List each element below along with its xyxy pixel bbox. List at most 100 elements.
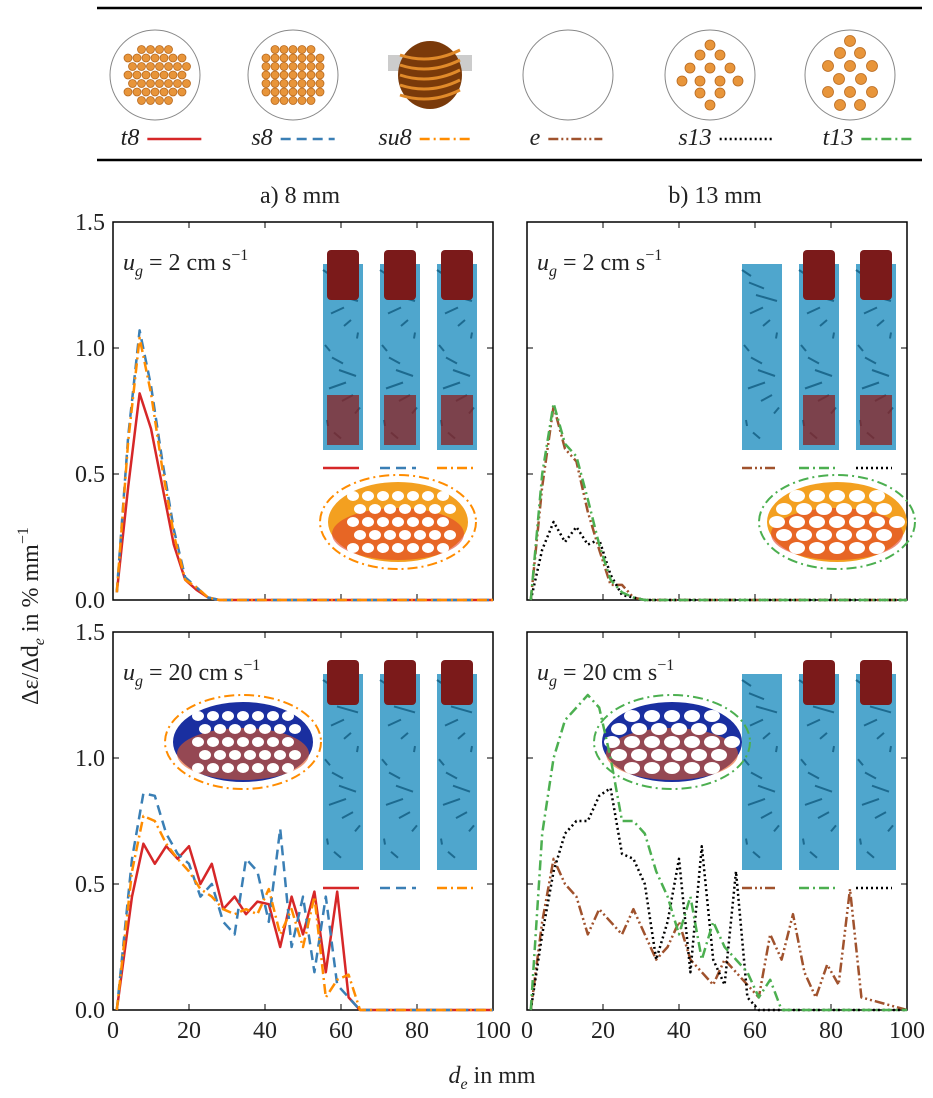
inset-rods: [384, 250, 416, 300]
inset-texture: [864, 771, 877, 780]
inset-hole: [789, 542, 805, 554]
legend-label: s13: [678, 125, 711, 151]
icon-rod: [306, 79, 316, 88]
icon-rod: [155, 45, 164, 54]
legend-label: su8: [378, 125, 411, 151]
inset-texture: [328, 797, 347, 806]
inset-hole: [849, 490, 865, 502]
inset-hole: [282, 763, 294, 773]
inset-texture: [442, 797, 461, 806]
inset-texture: [341, 811, 354, 820]
icon-rod: [168, 87, 178, 97]
inset-texture: [747, 381, 766, 390]
inset-hole: [684, 710, 700, 722]
inset-texture: [343, 732, 352, 740]
icon-rod: [155, 79, 164, 88]
inset-texture: [400, 732, 409, 740]
inset-texture: [775, 332, 778, 339]
inset-hole: [399, 530, 411, 540]
inset-texture: [802, 838, 805, 845]
inset-texture: [470, 745, 473, 753]
series-line: [115, 336, 493, 602]
inset-hole: [611, 723, 627, 735]
inset-hole: [347, 491, 359, 501]
icon-rod: [279, 70, 289, 80]
inset-texture: [750, 356, 763, 365]
y-label-text: Δε/Δd: [18, 645, 44, 705]
inset-texture: [398, 811, 411, 820]
inset-texture: [333, 851, 342, 859]
column-title: a) 8 mm: [260, 183, 340, 209]
inset-texture: [331, 771, 344, 780]
icon-rod: [159, 53, 169, 63]
inset-texture: [338, 784, 357, 793]
inset-hole: [259, 724, 271, 734]
inset-hole: [369, 530, 381, 540]
inset-rods: [327, 250, 359, 300]
inset-hole: [711, 749, 727, 761]
icon-rod: [714, 49, 726, 61]
inset-hole: [222, 737, 234, 747]
icon-rod: [164, 79, 173, 88]
inset-texture: [745, 838, 748, 845]
icon-rod: [137, 45, 146, 54]
annotation: ug = 2 cm s−1: [537, 247, 662, 280]
annotation-sub: g: [135, 263, 143, 280]
inset-texture: [450, 705, 473, 714]
icon-rod: [177, 87, 187, 97]
inset-hole: [724, 736, 740, 748]
inset-hole: [789, 516, 805, 528]
inset-hole: [237, 763, 249, 773]
series-line: [115, 792, 493, 1012]
inset-hole: [816, 503, 832, 515]
inset-hole: [244, 724, 256, 734]
legend-label: e: [530, 125, 541, 151]
inset-column: [742, 264, 782, 450]
icon-rod: [146, 79, 155, 88]
inset-texture: [889, 332, 892, 339]
inset-texture: [748, 692, 765, 701]
y-tick-label: 0.0: [75, 998, 105, 1024]
icon-rod: [844, 35, 856, 47]
inset-texture: [809, 851, 818, 859]
icon-rod: [855, 73, 867, 85]
inset-rods: [327, 395, 359, 445]
inset-texture: [338, 369, 357, 377]
icon-rod: [306, 62, 316, 71]
icon-rod: [315, 53, 325, 63]
icon-rod: [315, 79, 325, 88]
inset-rods: [860, 395, 892, 445]
x-label-sub: e: [460, 1076, 467, 1093]
inset-texture: [876, 319, 885, 327]
icon-rod: [146, 62, 155, 71]
icon-rod: [137, 79, 146, 88]
inset-texture: [806, 306, 821, 315]
inset-hole: [354, 504, 366, 514]
inset-texture: [331, 356, 344, 365]
inset-hole: [392, 517, 404, 527]
icon-rod: [150, 87, 160, 97]
icon-rod: [173, 79, 182, 88]
icon-rod: [261, 53, 271, 63]
icon-helix-band: [399, 88, 461, 101]
icon-rod: [288, 87, 298, 97]
x-label-var: d: [448, 1063, 461, 1089]
inset-texture: [755, 705, 778, 714]
series-line: [529, 693, 907, 1012]
inset-texture: [393, 705, 416, 714]
inset-hole: [876, 529, 892, 541]
column-title: b) 13 mm: [668, 183, 762, 209]
inset-hole: [849, 542, 865, 554]
inset-texture: [814, 784, 833, 793]
icon-rod: [315, 70, 325, 80]
inset-hole: [259, 750, 271, 760]
inset-texture: [800, 344, 807, 352]
icon-rod: [279, 62, 289, 71]
icon-helix-band: [399, 68, 461, 81]
y-tick-label: 1.0: [75, 746, 105, 772]
inset-hole: [796, 529, 812, 541]
icon-rod: [854, 99, 866, 111]
icon-rod: [279, 45, 289, 54]
inset-hole: [207, 763, 219, 773]
inset-hole: [229, 750, 241, 760]
